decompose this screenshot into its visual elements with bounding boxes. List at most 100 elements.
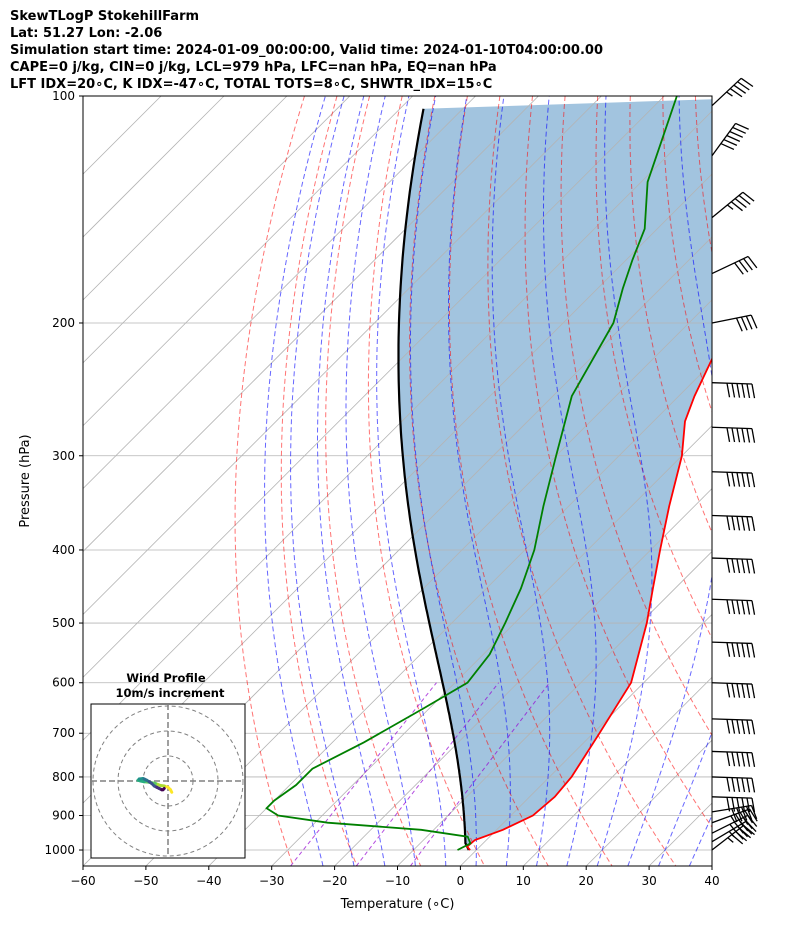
isotherm-line [397, 550, 712, 866]
y-tick-label: 300 [52, 449, 75, 463]
indices-line-2: LFT IDX=20∘C, K IDX=-47∘C, TOTAL TOTS=8∘… [10, 77, 493, 92]
y-tick-label: 400 [52, 543, 75, 557]
barb-shaft [711, 314, 752, 324]
barb-flag [723, 138, 738, 146]
dry-adiabat-line [560, 96, 712, 737]
barb-flag [746, 600, 751, 615]
barb-flag [751, 472, 756, 488]
x-tick-label: 30 [641, 874, 656, 888]
mixing-ratio-line [355, 682, 499, 866]
barb-flag [736, 777, 741, 792]
y-tick-label: 1000 [44, 843, 75, 857]
barb-flag [736, 797, 741, 812]
x-tick-label: −50 [133, 874, 158, 888]
barb-flag [726, 642, 731, 657]
dry-adiabat-line [280, 96, 358, 866]
barb-half-flag [727, 837, 734, 843]
barb-flag [729, 130, 744, 138]
parcel-profile-line [397, 108, 470, 851]
wind-barb [711, 471, 756, 488]
barb-flag [750, 805, 758, 820]
barb-flag [746, 719, 751, 735]
hodograph-subtitle: 10m/s increment [116, 686, 225, 700]
wind-barb [711, 804, 758, 823]
dry-adiabat-line [524, 96, 712, 829]
dry-adiabat-line [595, 96, 712, 640]
barb-flag [736, 383, 741, 398]
barb-flag [741, 428, 746, 443]
wind-barb [711, 820, 757, 843]
dry-adiabat-line [409, 96, 549, 866]
isotherm-line [208, 362, 712, 866]
wind-barb [711, 122, 749, 157]
x-tick-label: −60 [70, 874, 95, 888]
barb-flag [736, 642, 741, 658]
barb-flag [740, 316, 748, 331]
barb-flag [731, 683, 736, 698]
barb-flag [751, 559, 756, 574]
barb-flag [746, 683, 751, 699]
moist-adiabat-line [627, 96, 712, 866]
dry-adiabat-line [662, 96, 712, 414]
hodograph-title: Wind Profile [126, 671, 206, 685]
barb-flag [746, 778, 751, 793]
barb-flag [726, 427, 731, 442]
mixing-ratio-lines [290, 682, 550, 866]
barb-flag [733, 84, 747, 94]
isotherm-lines [83, 96, 712, 866]
barb-flag [720, 143, 735, 151]
isotherm-line [83, 96, 476, 490]
barb-flag [726, 558, 731, 573]
barb-flag [726, 751, 731, 767]
chart-title: SkewTLogP StokehillFarm [10, 9, 200, 24]
barb-flag [732, 126, 746, 134]
barb-flag [741, 383, 746, 398]
isotherm-line [523, 676, 712, 866]
barb-shaft [711, 804, 752, 813]
barb-flag [751, 778, 756, 793]
barb-flag [741, 777, 746, 793]
barb-flag [741, 752, 746, 767]
barb-flag [741, 797, 746, 813]
barb-shaft [711, 255, 749, 275]
moist-adiabat-line [290, 96, 355, 866]
barb-flag [746, 383, 751, 399]
barb-flag [751, 600, 756, 615]
y-tick-label: 500 [52, 616, 75, 630]
wind-barb [711, 557, 756, 574]
barb-half-flag [727, 204, 734, 210]
hodograph-segment [161, 787, 166, 792]
dry-adiabat-line [629, 96, 712, 534]
wind-barb [711, 718, 756, 735]
barb-flag [746, 752, 751, 767]
moist-adiabat-line [543, 96, 597, 866]
x-axis-label: Temperature (∘C) [340, 897, 455, 912]
barb-flag [742, 191, 755, 202]
dry-adiabat-line [448, 96, 613, 866]
wind-barb [711, 382, 756, 399]
barb-flag [726, 472, 731, 487]
barb-flag [751, 383, 756, 399]
wind-barb [711, 314, 758, 332]
wind-barb [711, 776, 756, 793]
isotherm-line [83, 96, 602, 615]
chart-header: SkewTLogP StokehillFarm Lat: 51.27 Lon: … [10, 8, 780, 93]
wind-barb [711, 514, 756, 532]
isotherm-line [83, 96, 351, 364]
barb-flag [726, 719, 731, 734]
barb-flag [729, 88, 743, 98]
y-tick-label: 700 [52, 726, 75, 740]
barb-flag [741, 806, 748, 821]
barb-flag [738, 194, 751, 205]
wind-barb [711, 750, 756, 767]
dry-adiabat-line [694, 96, 712, 255]
x-tick-label: 20 [579, 874, 594, 888]
barb-flag [736, 719, 741, 734]
cin-fill [398, 99, 712, 850]
barb-flag [736, 558, 741, 574]
barb-flag [741, 643, 746, 658]
wind-barb [711, 682, 756, 699]
moist-adiabat-lines [264, 96, 712, 866]
barb-flag [736, 599, 741, 615]
